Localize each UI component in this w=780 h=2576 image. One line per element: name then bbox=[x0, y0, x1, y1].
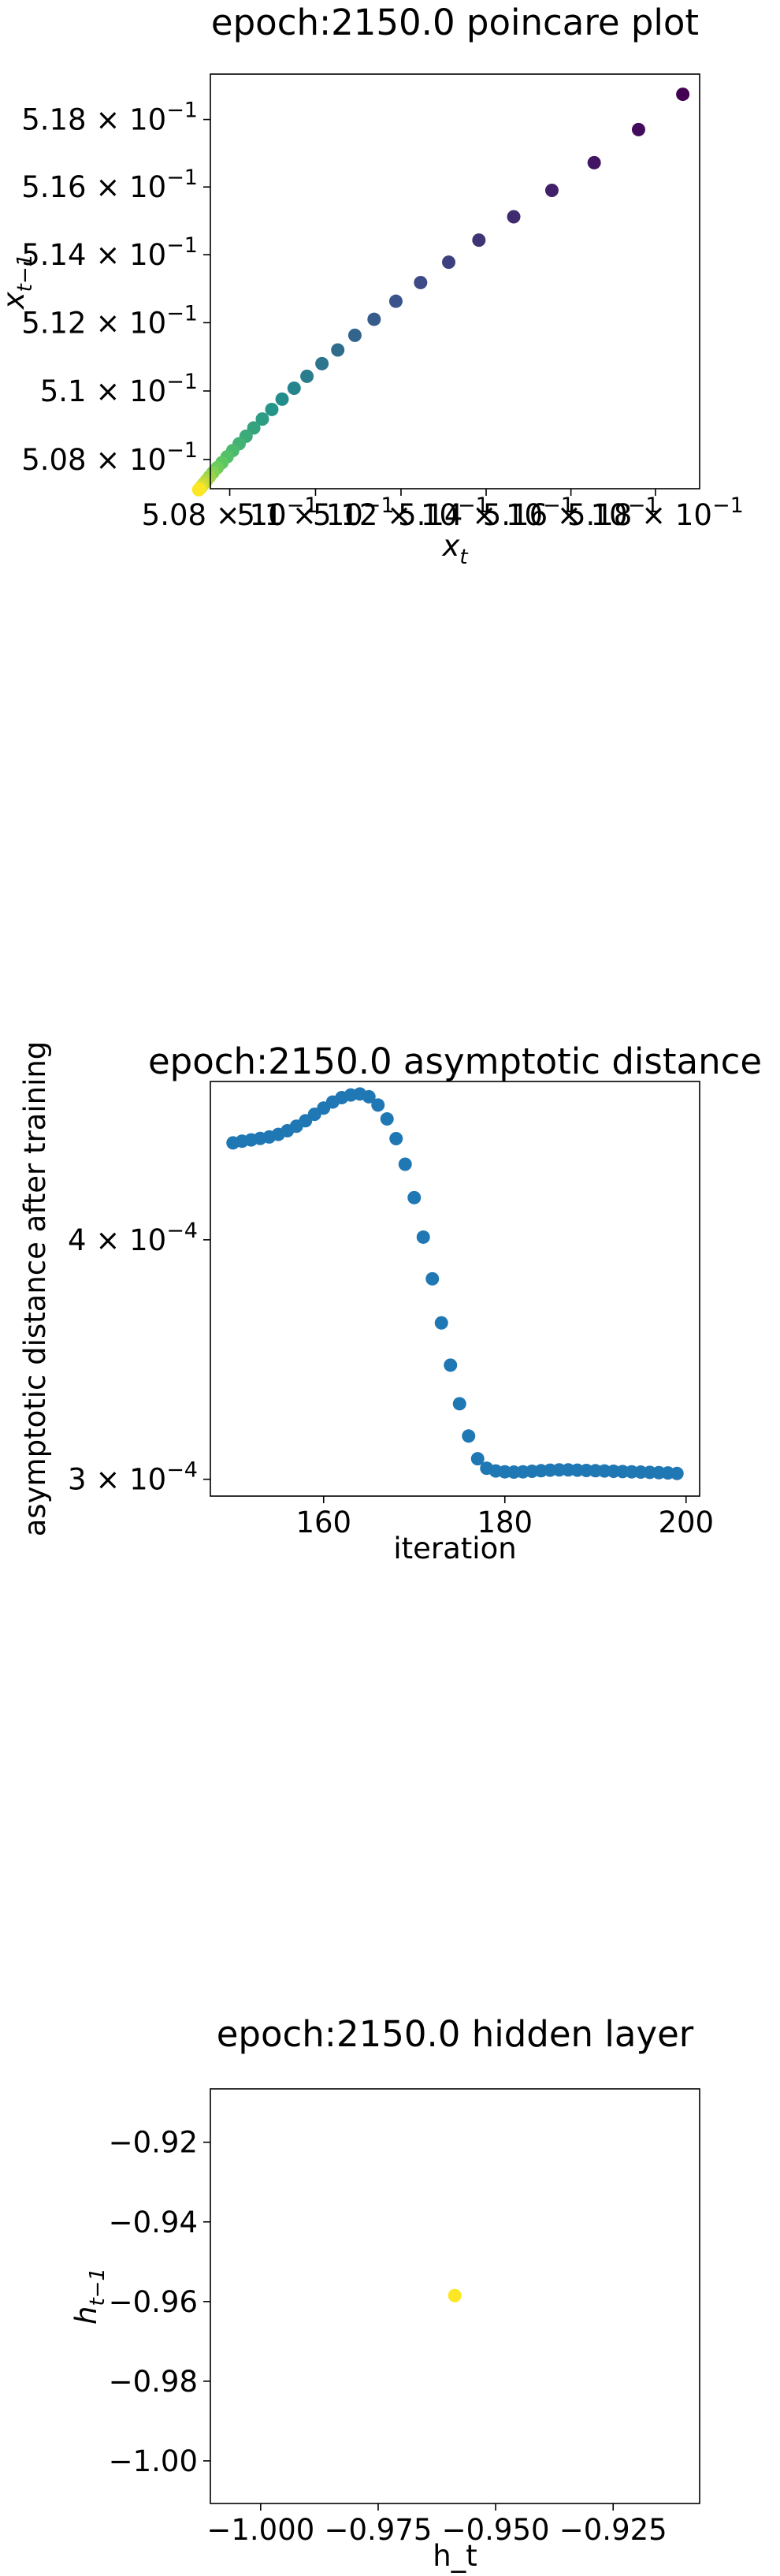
y-tick-label: 5.16 × 10−1 bbox=[21, 166, 198, 204]
x-tick-label: 160 bbox=[295, 1506, 351, 1539]
y-tick-label: 5.1 × 10−1 bbox=[40, 370, 198, 408]
x-tick-label: −1.000 bbox=[206, 2513, 314, 2547]
y-tick-label: 5.18 × 10−1 bbox=[21, 99, 198, 137]
data-point bbox=[347, 328, 362, 342]
y-axis-label: ht−1 bbox=[69, 2268, 110, 2325]
data-point bbox=[414, 275, 428, 289]
y-tick-label: −1.00 bbox=[109, 2444, 198, 2478]
data-point bbox=[362, 1089, 376, 1104]
x-tick-label: −0.925 bbox=[559, 2513, 667, 2547]
data-point bbox=[315, 356, 329, 370]
data-point bbox=[462, 1429, 476, 1443]
chart-title: epoch:2150.0 hidden layer bbox=[217, 2013, 694, 2055]
data-point bbox=[389, 1132, 403, 1145]
chart-3: epoch:2150.0 hidden layer −1.000 −0.975 −0.… bbox=[69, 2013, 700, 2573]
chart-2: epoch:2150.0 asymptotic distance 160 180 20… bbox=[18, 1040, 762, 1565]
data-point bbox=[275, 392, 289, 406]
y-tick-label: 5.08 × 10−1 bbox=[21, 438, 198, 477]
data-point bbox=[676, 87, 690, 102]
data-point bbox=[631, 122, 645, 136]
y-tick-label: −0.92 bbox=[109, 2126, 198, 2160]
data-point bbox=[191, 482, 206, 497]
data-point bbox=[398, 1157, 412, 1171]
y-axis-label: asymptotic distance after training bbox=[18, 1041, 52, 1537]
y-axis-label: xt−1 bbox=[0, 254, 37, 310]
x-axis-label: h_t bbox=[433, 2539, 477, 2573]
x-tick-label: 5.18 × 10−1 bbox=[567, 493, 744, 532]
y-tick-label: −0.96 bbox=[109, 2285, 198, 2319]
x-tick-label: 180 bbox=[477, 1506, 533, 1539]
y-tick-label: 3 × 10−4 bbox=[68, 1458, 198, 1497]
x-tick-label: 5.08 × 10−1 bbox=[142, 493, 318, 532]
y-tick-label: 5.14 × 10−1 bbox=[21, 233, 198, 272]
data-point bbox=[371, 1098, 385, 1112]
data-point bbox=[407, 1190, 422, 1204]
data-point bbox=[287, 382, 301, 396]
data-point bbox=[300, 369, 314, 383]
data-point bbox=[507, 210, 521, 224]
data-point bbox=[416, 1230, 430, 1244]
data-point bbox=[425, 1271, 440, 1286]
data-point bbox=[470, 1452, 485, 1466]
x-axis-label: iteration bbox=[393, 1532, 516, 1565]
y-tick-label: 4 × 10−4 bbox=[68, 1219, 198, 1257]
x-tick-label: 5.14 × 10−1 bbox=[398, 493, 574, 532]
y-tick-label: 5.12 × 10−1 bbox=[21, 301, 198, 340]
data-point bbox=[367, 312, 381, 326]
data-point bbox=[380, 1112, 394, 1126]
x-axis-label: xt bbox=[441, 529, 468, 569]
data-point bbox=[442, 255, 456, 270]
data-point bbox=[331, 343, 345, 357]
data-point bbox=[472, 233, 486, 248]
data-point bbox=[255, 412, 269, 426]
x-tick-label: −0.975 bbox=[324, 2513, 432, 2547]
data-point bbox=[448, 2288, 462, 2302]
data-point bbox=[434, 1316, 448, 1330]
data-point bbox=[388, 294, 403, 308]
x-tick-label: 200 bbox=[658, 1506, 714, 1539]
y-tick-label: −0.98 bbox=[109, 2365, 198, 2399]
plot-frame bbox=[210, 73, 700, 490]
chart-title: epoch:2150.0 asymptotic distance bbox=[148, 1040, 762, 1082]
data-point bbox=[444, 1358, 458, 1372]
data-point bbox=[670, 1466, 684, 1480]
data-point bbox=[544, 183, 559, 197]
plot-frame bbox=[210, 2088, 700, 2504]
x-tick-label: 5.12 × 10−1 bbox=[313, 493, 489, 532]
data-point bbox=[452, 1397, 466, 1411]
x-tick-label: −0.950 bbox=[442, 2513, 550, 2547]
x-tick-label: 5.1 × 10−1 bbox=[236, 493, 394, 532]
x-tick-label: 5.16 × 10−1 bbox=[483, 493, 659, 532]
plot-frame bbox=[210, 1081, 700, 1497]
data-point bbox=[587, 155, 601, 169]
chart-title: epoch:2150.0 poincare plot bbox=[211, 2, 699, 43]
y-tick-label: −0.94 bbox=[109, 2206, 198, 2239]
data-point bbox=[265, 402, 279, 416]
